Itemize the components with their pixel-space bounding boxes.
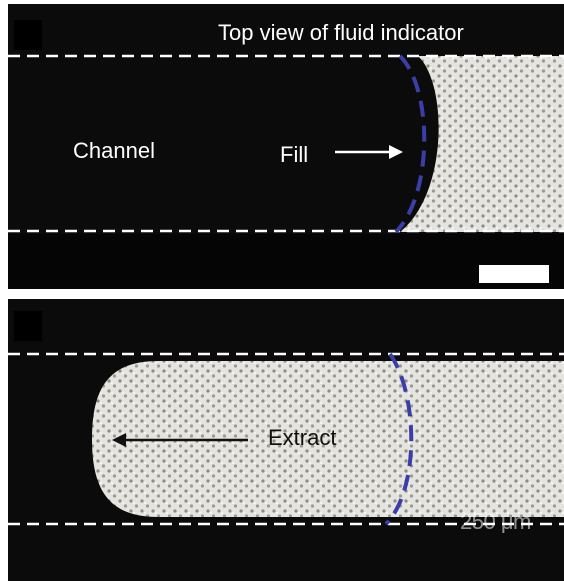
extract-arrow-head	[112, 433, 126, 447]
top-panel-fill-view: Top view of fluid indicator Channel Fill	[8, 4, 564, 289]
channel-wall-lower	[8, 234, 564, 289]
fluid-region-fill	[400, 56, 564, 232]
panel-title: Top view of fluid indicator	[218, 20, 464, 45]
fill-arrow-head	[389, 145, 403, 159]
bottom-panel-image	[8, 299, 564, 581]
fluid-region-extract	[92, 361, 564, 517]
top-panel-image	[8, 4, 564, 289]
panel-marker-box-top	[14, 20, 42, 50]
extract-label: Extract	[268, 425, 337, 450]
scale-bar-label: 250 μm	[460, 509, 531, 534]
panel-marker-box-bottom	[14, 311, 42, 341]
scale-bar	[479, 265, 549, 283]
meniscus-dashed-line	[384, 352, 414, 526]
bottom-panel-extract-view: Extract 250 μm	[8, 299, 564, 581]
fill-label: Fill	[280, 142, 309, 167]
channel-label: Channel	[73, 138, 155, 163]
